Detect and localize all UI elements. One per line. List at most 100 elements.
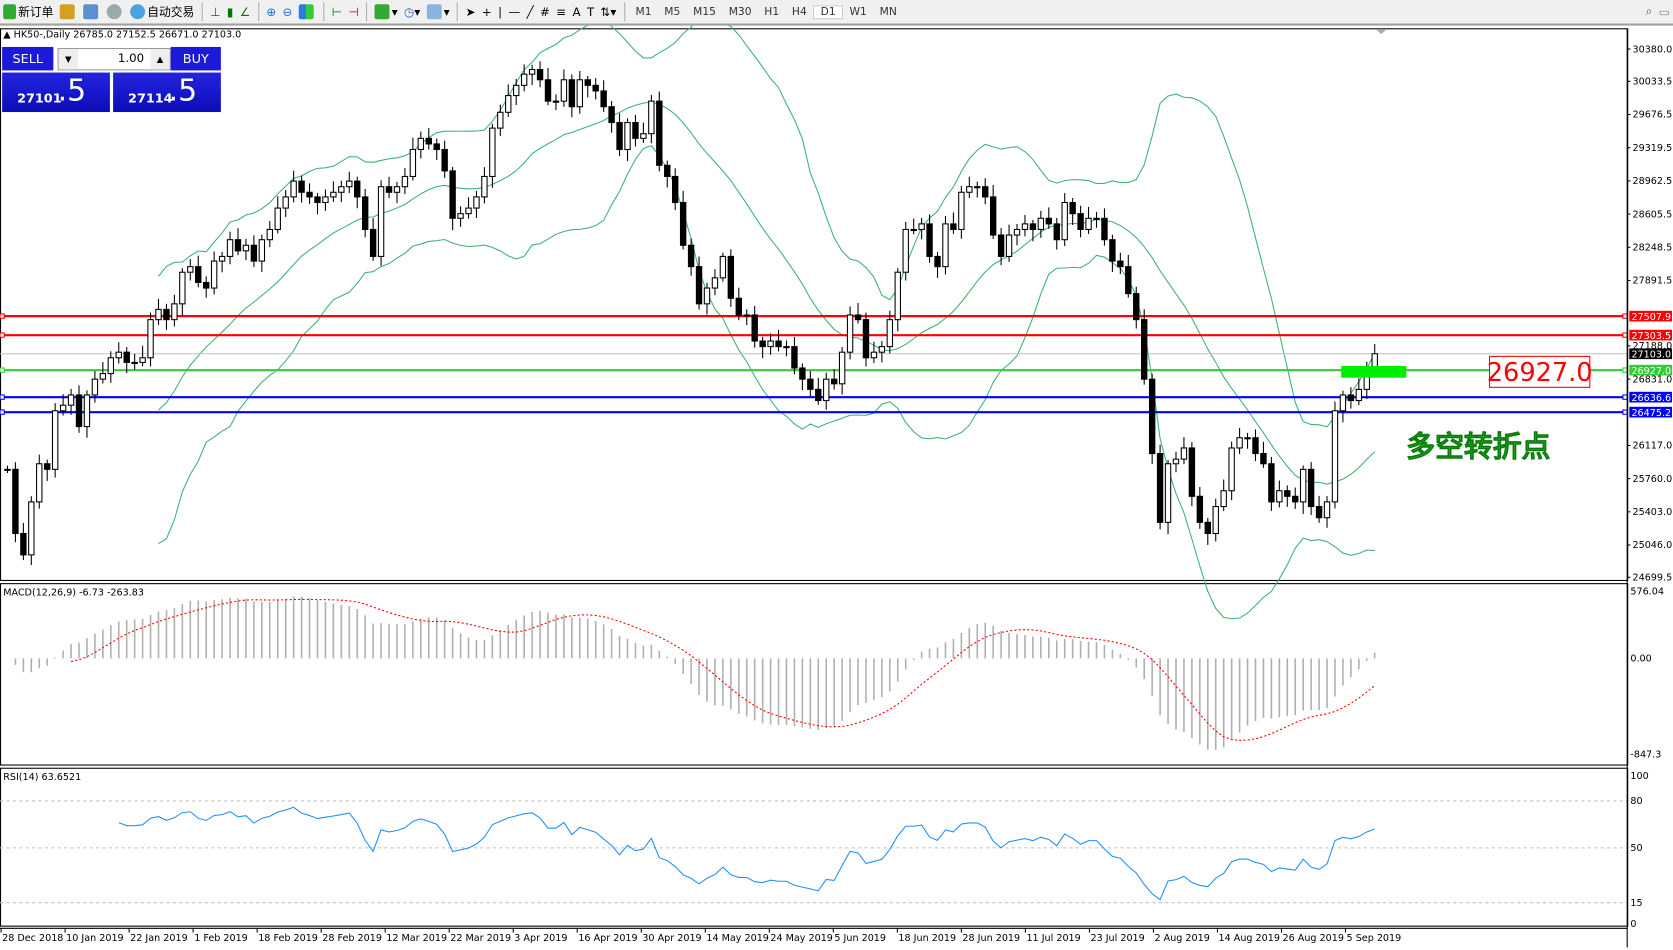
macd-pane [0,583,1629,766]
price-annotation-text: 26927.0 [1487,358,1593,388]
bear-candle [1188,447,1196,497]
cursor-button[interactable]: ➤ [462,1,478,22]
time-tick-label: 22 Mar 2019 [450,933,511,944]
arrows-icon: ⇅ [600,4,611,19]
auto-trading-button[interactable]: 自动交易 [127,1,197,22]
level-price-tag [1629,348,1672,360]
one-click-trading-panel: SELL ▼ 1.00 ▲ BUY 27101.5 27114.5 [2,46,221,113]
bull-candle [346,180,353,188]
terminal-button[interactable] [80,1,103,22]
trendline-button[interactable]: ╱ [523,1,536,22]
time-tick-label: 18 Jun 2019 [898,933,956,944]
bull-candle [187,266,194,273]
timeframe-m15[interactable]: M15 [693,5,716,18]
bear-candle [671,175,679,204]
tile-windows-button[interactable] [296,1,319,22]
indicators-button[interactable]: ▾ [371,1,400,22]
bear-candle [234,239,242,252]
timeframe-mn[interactable]: MN [879,5,897,18]
crosshair-button[interactable]: + [479,1,495,22]
macd-tick-label: 0.00 [1630,654,1651,665]
new-order-button[interactable]: 新订单 [0,1,57,22]
level-price-tag [1629,329,1672,341]
text-button[interactable]: A [569,1,583,22]
buy-button[interactable]: BUY [170,46,221,71]
bear-candle [997,234,1005,257]
chart-area[interactable]: 27507.9 27303.5 27103.0 26927.0 26636.6 26475… [0,25,1673,950]
bear-candle [1069,201,1076,215]
lot-size-input[interactable]: 1.00 [117,51,145,66]
zoom-out-button[interactable]: ⊖ [279,1,295,22]
bear-candle [536,69,544,81]
templates-icon [426,4,442,20]
chat-button[interactable]: ▭ [1656,1,1673,22]
timeframe-h1[interactable]: H1 [764,5,780,18]
horizontal-line-button[interactable]: — [505,1,523,22]
bar-chart-button[interactable]: ⊥ [207,1,224,22]
sell-button[interactable]: SELL [2,46,54,71]
sell-price[interactable]: 27101.5 [2,72,110,113]
fibonacci-button[interactable]: # [537,1,553,22]
bear-candle [1268,463,1275,503]
zoom-in-button[interactable]: ⊕ [263,1,279,22]
time-tick-label: 5 Sep 2019 [1347,933,1402,944]
auto-scroll-button[interactable]: ⊢ [329,1,346,22]
bollinger-middle-band [158,101,1376,485]
bull-candle [139,357,146,363]
bull-candle [218,255,226,262]
time-tick-label: 28 Feb 2019 [322,933,382,944]
bear-candle [44,463,51,470]
bull-candle [910,228,917,232]
candlestick-button[interactable]: ▮ [224,1,237,22]
level-price-label: 26927.0 [1631,366,1671,377]
signals-button[interactable] [103,1,126,22]
bull-candle [767,340,774,348]
bear-candle [664,164,671,177]
bull-candle [481,175,488,198]
vertical-line-button[interactable]: | [495,1,505,22]
bull-candle [83,394,91,428]
time-tick-label: 28 Dec 2018 [2,933,63,944]
timeframe-m5[interactable]: M5 [664,5,681,18]
periods-button[interactable]: ◷ ▾ [404,4,421,19]
timeframe-m1[interactable]: M1 [635,5,652,18]
bull-candle [942,223,949,268]
symbol-label: HK50-,Daily [13,29,71,41]
text-label-button[interactable]: T [584,1,598,22]
level-price-label: 27103.0 [1631,350,1671,361]
line-chart-button[interactable]: ∠ [237,1,254,22]
collapse-triangle-icon[interactable]: ▲ [3,29,11,41]
highlight-rectangle[interactable] [1341,365,1407,378]
search-button[interactable]: ⌕ [1643,1,1656,22]
cursor-icon: ➤ [465,4,476,19]
bull-candle [417,137,425,151]
bull-candle [1244,437,1251,440]
bull-candle [28,501,35,556]
lot-increase-icon[interactable]: ▲ [150,49,170,70]
lot-decrease-icon[interactable]: ▼ [58,49,78,70]
price-annotation-box[interactable] [1488,355,1591,388]
bull-candle [1013,228,1021,236]
chart-shift-button[interactable]: ⊣ [345,1,362,22]
bear-candle [1204,521,1211,535]
buy-price[interactable]: 27114.5 [113,72,221,113]
time-tick-label: 23 Jul 2019 [1090,933,1144,944]
level-price-tag [1629,364,1672,376]
bear-candle [354,180,361,198]
timeframe-w1[interactable]: W1 [849,5,867,18]
arrows-button[interactable]: ⇅ ▾ [600,4,617,19]
bull-candle [1339,394,1347,412]
bear-candle [600,90,607,108]
templates-button[interactable]: ▾ [423,1,452,22]
bull-candle [338,186,345,193]
fibonacci-fan-button[interactable]: ≡ [553,1,569,22]
bull-candle [823,378,830,402]
lot-size-stepper[interactable]: ▼ 1.00 ▲ [57,48,171,71]
bear-candle [1156,453,1164,523]
timeframe-d1[interactable]: D1 [813,4,844,19]
timeframe-h4[interactable]: H4 [791,5,807,18]
bull-candle [115,351,122,359]
timeframe-m30[interactable]: M30 [728,5,752,18]
navigator-button[interactable] [57,1,80,22]
bull-candle [528,69,536,75]
